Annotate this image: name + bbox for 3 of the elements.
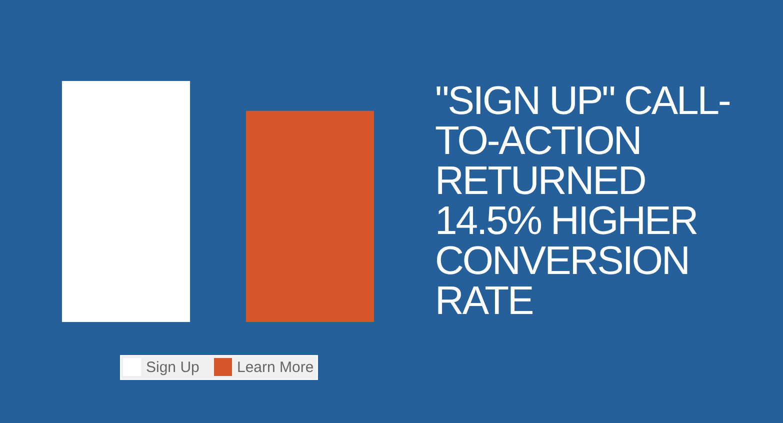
legend-label: Sign Up bbox=[146, 359, 200, 376]
legend-label: Learn More bbox=[237, 359, 314, 376]
text: "SIGN UP" CALL-TO-ACTION RETURNED 14.5% HIGHER CONVERSION RATE bbox=[435, 79, 731, 323]
